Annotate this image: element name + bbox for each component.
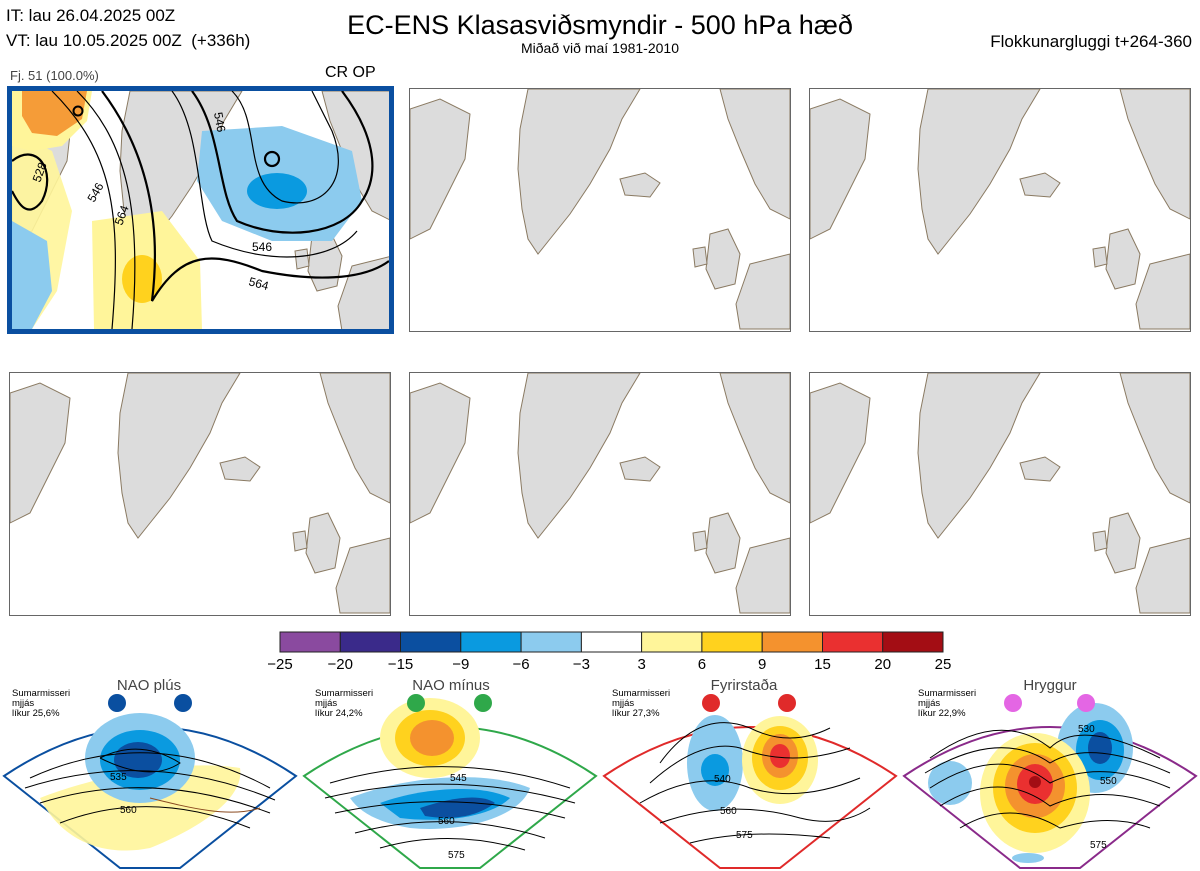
contour-label: 564: [247, 274, 270, 293]
colorbar-swatch: [580, 631, 643, 653]
regime-4-title: Hryggur: [1023, 677, 1077, 694]
regime-mean: mjjás: [12, 698, 35, 709]
colorbar-tick-label: −15: [387, 656, 414, 673]
cluster-map-1: 528 546 564 546 564 546: [7, 86, 394, 334]
contour-label: 540: [714, 774, 731, 785]
contour-label: 535: [110, 772, 127, 783]
regime-2-map: 545 560 575: [302, 694, 598, 869]
regime-season: Sumarmisseri: [612, 688, 671, 699]
colorbar-swatch: [520, 631, 582, 653]
contour-label: 545: [450, 773, 467, 784]
colorbar-tick-label: −9: [452, 656, 470, 673]
cluster-map-4: [9, 372, 391, 616]
regime-mean: mjjás: [315, 698, 338, 709]
cluster-map-3: [809, 88, 1191, 332]
colorbar-tick-label: −25: [267, 656, 293, 673]
regime-mean: mjjás: [918, 698, 941, 709]
contour-label: 550: [1100, 776, 1117, 787]
regime-prob: líkur 22,9%: [918, 708, 966, 719]
colorbar-tick-label: 9: [758, 656, 767, 673]
regime-2-legend: Sumarmisseri mjjás líkur 24,2%: [315, 689, 373, 719]
contour-label: 560: [120, 805, 137, 816]
cluster-map-6: [809, 372, 1191, 616]
regime-1-map: 535 560: [2, 694, 298, 869]
contour-label: 560: [720, 806, 737, 817]
regime-4-legend: Sumarmisseri mjjás líkur 22,9%: [918, 689, 976, 719]
colorbar-swatch: [701, 631, 763, 653]
initial-time: IT: lau 26.04.2025 00Z: [6, 6, 176, 25]
regime-3-map: 540 560 575: [602, 694, 898, 869]
member-count: Fj. 51 (100.0%): [10, 68, 99, 83]
colorbar-tick-label: 6: [697, 656, 707, 673]
regime-3-title: Fyrirstaða: [710, 677, 778, 694]
valid-time: VT: lau 10.05.2025 00Z: [6, 31, 182, 50]
regime-3-legend: Sumarmisseri mjjás líkur 27,3%: [612, 689, 670, 719]
colorbar-swatch: [460, 631, 522, 653]
valid-time-row: VT: lau 10.05.2025 00Z (+336h): [6, 31, 250, 51]
contour-label: 546: [84, 180, 106, 205]
regime-season: Sumarmisseri: [12, 688, 71, 699]
colorbar-tick-label: −6: [512, 656, 530, 673]
page-title: EC-ENS Klasasviðsmyndir - 500 hPa hæð: [347, 10, 853, 40]
page-subtitle: Miðað við maí 1981-2010: [521, 40, 679, 56]
colorbar-tick-label: 15: [814, 656, 831, 673]
cluster-tag: CR OP: [325, 64, 376, 81]
lead-time: (+336h): [191, 31, 251, 50]
regime-prob: líkur 27,3%: [612, 708, 660, 719]
contour-label: 530: [1078, 724, 1095, 735]
regime-prob: líkur 24,2%: [315, 708, 363, 719]
cluster-window: Flokkunargluggi t+264-360: [990, 32, 1192, 51]
colorbar-tick-label: 20: [874, 656, 892, 673]
regime-season: Sumarmisseri: [315, 688, 374, 699]
contour-label: 546: [211, 111, 228, 133]
colorbar-tick-label: −20: [327, 656, 353, 673]
colorbar-swatch: [882, 631, 944, 653]
regime-4-map: 530 550 575: [902, 694, 1198, 869]
colorbar-swatch: [339, 631, 402, 653]
cluster-map-2: [409, 88, 791, 332]
cluster-map-5: [409, 372, 791, 616]
colorbar-tick-label: −3: [572, 656, 590, 673]
contour-label: 564: [112, 203, 132, 227]
contour-label: 546: [252, 240, 272, 254]
regime-mean: mjjás: [612, 698, 635, 709]
colorbar-tick-label: 25: [934, 656, 952, 673]
contour-label: 575: [736, 830, 753, 841]
colorbar: [279, 631, 944, 653]
colorbar-swatch: [641, 631, 703, 653]
contour-label: 575: [448, 850, 465, 861]
contour-label: 575: [1090, 840, 1107, 851]
colorbar-swatch: [279, 631, 341, 653]
regime-season: Sumarmisseri: [918, 688, 977, 699]
regime-prob: líkur 25,6%: [12, 708, 60, 719]
contour-label: 528: [30, 160, 50, 184]
regime-1-legend: Sumarmisseri mjjás líkur 25,6%: [12, 689, 70, 719]
colorbar-swatch: [400, 631, 462, 653]
colorbar-swatch: [761, 631, 824, 653]
colorbar-swatch: [822, 631, 884, 653]
regime-2-title: NAO mínus: [412, 677, 490, 694]
regime-1-title: NAO plús: [116, 677, 182, 694]
contour-label: 560: [438, 816, 455, 827]
colorbar-tick-label: 3: [637, 656, 646, 673]
